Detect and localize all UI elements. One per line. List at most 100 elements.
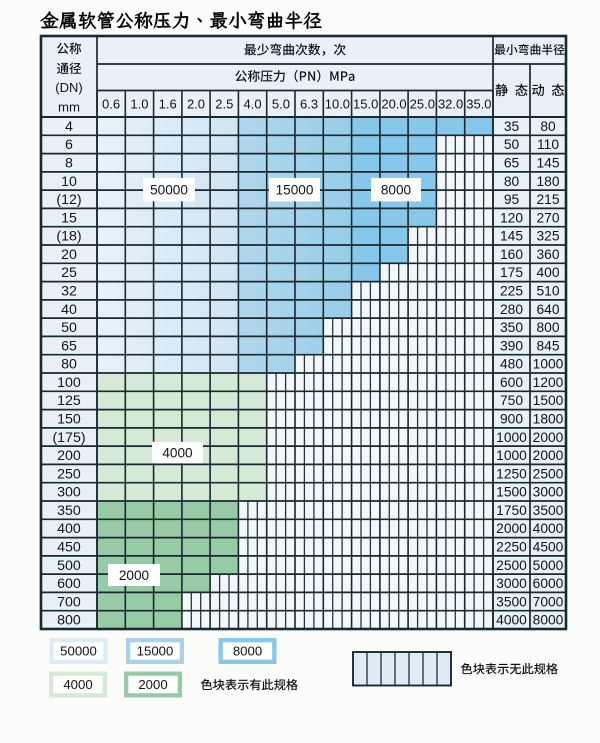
svg-text:1250: 1250: [496, 466, 527, 481]
svg-text:3500: 3500: [533, 503, 564, 518]
svg-text:510: 510: [536, 284, 559, 299]
svg-text:1750: 1750: [496, 503, 527, 518]
svg-text:125: 125: [57, 393, 81, 409]
svg-text:5000: 5000: [533, 558, 564, 573]
svg-text:3500: 3500: [496, 594, 527, 609]
svg-text:800: 800: [57, 613, 81, 629]
svg-text:65: 65: [504, 156, 520, 171]
svg-text:6.3: 6.3: [300, 96, 318, 111]
svg-text:800: 800: [536, 320, 559, 335]
svg-text:6: 6: [65, 137, 73, 153]
svg-text:4.0: 4.0: [244, 96, 262, 111]
svg-text:10.0: 10.0: [325, 96, 350, 111]
svg-text:700: 700: [57, 594, 81, 610]
svg-text:145: 145: [500, 229, 523, 244]
svg-text:8000: 8000: [381, 183, 412, 198]
svg-text:(12): (12): [56, 192, 81, 208]
svg-text:2000: 2000: [533, 430, 564, 445]
svg-text:4000: 4000: [63, 677, 92, 692]
svg-text:50000: 50000: [150, 183, 188, 198]
svg-text:32: 32: [61, 284, 77, 300]
svg-text:35: 35: [504, 119, 520, 134]
svg-text:325: 325: [536, 229, 559, 244]
svg-text:110: 110: [537, 137, 559, 152]
svg-text:480: 480: [500, 357, 523, 372]
svg-text:390: 390: [500, 338, 523, 353]
svg-text:5.0: 5.0: [272, 96, 290, 111]
svg-text:2000: 2000: [119, 568, 150, 583]
svg-text:8000: 8000: [533, 613, 564, 628]
svg-text:2000: 2000: [496, 521, 527, 536]
svg-text:400: 400: [536, 265, 559, 280]
svg-text:215: 215: [536, 192, 559, 207]
svg-text:40: 40: [61, 302, 77, 318]
svg-text:3000: 3000: [533, 485, 564, 500]
svg-text:15000: 15000: [137, 644, 174, 659]
svg-text:1200: 1200: [533, 375, 564, 390]
svg-text:500: 500: [57, 558, 81, 574]
svg-text:1000: 1000: [496, 448, 527, 463]
svg-text:15000: 15000: [276, 183, 314, 198]
svg-text:4000: 4000: [496, 613, 527, 628]
svg-text:100: 100: [57, 375, 81, 391]
svg-text:(DN): (DN): [55, 80, 82, 95]
svg-text:2.5: 2.5: [215, 96, 233, 111]
svg-text:640: 640: [536, 302, 559, 317]
svg-text:400: 400: [57, 521, 81, 537]
svg-text:2500: 2500: [533, 466, 564, 481]
svg-text:175: 175: [500, 265, 523, 280]
svg-text:6000: 6000: [533, 576, 564, 591]
svg-text:845: 845: [536, 338, 559, 353]
svg-text:2000: 2000: [533, 448, 564, 463]
svg-text:4: 4: [65, 119, 73, 135]
svg-text:4000: 4000: [533, 521, 564, 536]
svg-text:32.0: 32.0: [438, 96, 463, 111]
svg-text:1800: 1800: [533, 412, 564, 427]
svg-text:180: 180: [536, 174, 559, 189]
svg-text:mm: mm: [58, 99, 80, 114]
svg-text:280: 280: [500, 302, 523, 317]
svg-text:50: 50: [504, 137, 520, 152]
svg-text:10: 10: [61, 174, 77, 190]
svg-text:7000: 7000: [533, 594, 564, 609]
svg-text:4500: 4500: [533, 540, 564, 555]
svg-text:150: 150: [57, 412, 81, 428]
svg-text:80: 80: [61, 357, 77, 373]
svg-text:160: 160: [500, 247, 523, 262]
svg-text:0.6: 0.6: [102, 96, 120, 111]
svg-text:1000: 1000: [533, 357, 564, 372]
svg-text:200: 200: [57, 448, 81, 464]
svg-text:900: 900: [500, 412, 523, 427]
svg-text:2500: 2500: [496, 558, 527, 573]
svg-text:1.6: 1.6: [159, 96, 177, 111]
svg-text:8000: 8000: [233, 644, 262, 659]
svg-text:1.0: 1.0: [130, 96, 148, 111]
svg-text:120: 120: [500, 210, 523, 225]
svg-text:20.0: 20.0: [381, 96, 406, 111]
svg-text:50: 50: [61, 320, 77, 336]
svg-text:25.0: 25.0: [410, 96, 435, 111]
svg-text:2250: 2250: [496, 540, 527, 555]
svg-text:35.0: 35.0: [466, 96, 491, 111]
svg-text:450: 450: [57, 540, 81, 556]
svg-text:250: 250: [57, 466, 81, 482]
svg-text:80: 80: [540, 119, 556, 134]
svg-text:25: 25: [61, 265, 77, 281]
svg-text:225: 225: [500, 284, 523, 299]
svg-text:(175): (175): [52, 430, 85, 446]
svg-text:(18): (18): [56, 229, 81, 245]
svg-text:145: 145: [536, 156, 559, 171]
svg-text:1500: 1500: [533, 393, 564, 408]
svg-text:350: 350: [57, 503, 81, 519]
svg-text:4000: 4000: [162, 445, 193, 460]
svg-text:15.0: 15.0: [353, 96, 378, 111]
svg-text:15: 15: [61, 210, 77, 226]
svg-text:65: 65: [61, 338, 77, 354]
svg-text:270: 270: [536, 210, 559, 225]
svg-text:95: 95: [504, 192, 520, 207]
svg-text:750: 750: [500, 393, 523, 408]
svg-text:80: 80: [504, 174, 520, 189]
svg-text:600: 600: [500, 375, 523, 390]
svg-text:8: 8: [65, 156, 73, 172]
svg-text:50000: 50000: [60, 644, 97, 659]
